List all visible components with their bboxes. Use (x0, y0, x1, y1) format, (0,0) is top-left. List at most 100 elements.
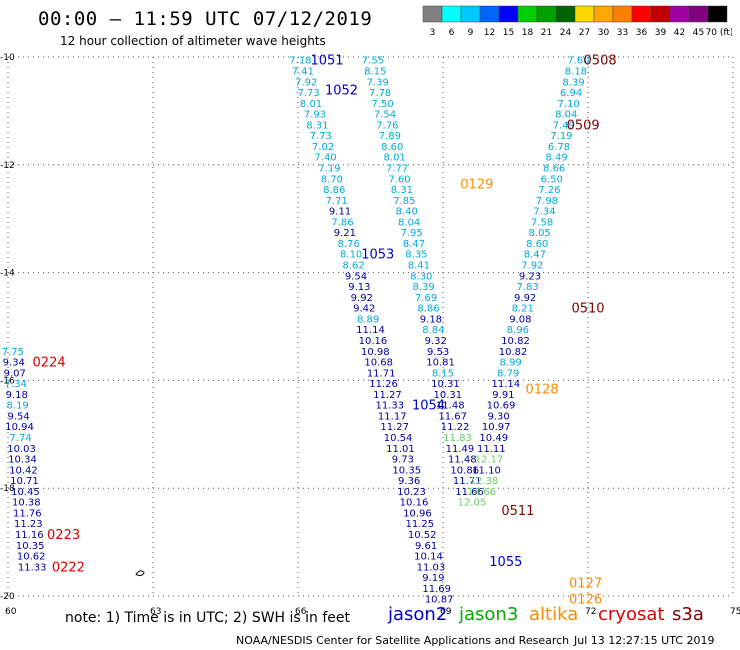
wave-height-value: 9.42 (353, 304, 375, 315)
wave-height-value: 12.17 (475, 455, 504, 466)
wave-height-value: 9.18 (6, 390, 28, 401)
scale-tick-label: 42 (674, 28, 685, 38)
wave-height-value: 8.31 (306, 120, 328, 131)
wave-height-value: 8.47 (524, 250, 546, 261)
wave-height-value: 11.23 (14, 519, 43, 530)
wave-height-value: 8.35 (405, 250, 427, 261)
wave-height-value: 10.16 (359, 336, 388, 347)
wave-height-value: 10.69 (487, 401, 516, 412)
wave-height-value: 7.74 (9, 433, 31, 444)
wave-height-value: 11.17 (378, 411, 407, 422)
track-pass-label: 0223 (47, 528, 80, 543)
wave-height-value: 7.10 (558, 99, 580, 110)
wave-height-value: 8.05 (529, 228, 551, 239)
wave-height-value: 7.77 (386, 163, 408, 174)
wave-height-value: 8.39 (413, 282, 435, 293)
wave-height-value: 10.42 (9, 465, 38, 476)
wave-height-value: 11.10 (472, 465, 501, 476)
wave-height-value: 9.53 (427, 347, 449, 358)
wave-height-value: 10.16 (400, 498, 429, 509)
wave-height-value: 9.21 (334, 228, 356, 239)
wave-height-value: 11.03 (417, 562, 446, 573)
wave-height-value: 7.95 (400, 228, 422, 239)
scale-tick-label: 30 (598, 28, 610, 38)
footer-timestamp: Jul 13 12:27:15 UTC 2019 (574, 634, 715, 647)
wave-height-value: 10.34 (8, 455, 37, 466)
wave-height-value: 11.71 (453, 476, 482, 487)
track-pass-label: 0222 (52, 560, 85, 575)
wave-height-value: 9.36 (398, 476, 420, 487)
wave-height-value: 10.87 (425, 595, 454, 606)
wave-height-value: 10.71 (10, 476, 39, 487)
track-pass-label: 1051 (310, 54, 343, 69)
wave-height-value: 7.89 (379, 131, 401, 142)
wave-height-value: 11.66 (455, 487, 484, 498)
wave-height-value: 11.49 (446, 444, 475, 455)
track-pass-label: 0511 (501, 504, 534, 519)
wave-height-value: 11.26 (369, 379, 398, 390)
wave-height-value: 9.54 (345, 271, 367, 282)
wave-height-value: 11.69 (422, 584, 451, 595)
wave-height-value: 8.79 (497, 368, 519, 379)
track-pass-label: 1055 (489, 555, 522, 570)
wave-height-value: 8.60 (381, 142, 403, 153)
wave-height-value: 10.31 (434, 390, 463, 401)
wave-height-value: 9.92 (351, 293, 373, 304)
wave-height-value: 12.05 (458, 498, 487, 509)
track-pass-label: 0129 (460, 178, 493, 193)
wave-height-value: 7.40 (314, 153, 336, 164)
wave-height-value: 9.08 (509, 314, 531, 325)
wave-height-value: 8.31 (391, 185, 413, 196)
x-tick-label: 69 (440, 607, 452, 617)
wave-height-value: 8.41 (408, 261, 430, 272)
wave-height-value: 10.03 (7, 444, 36, 455)
wave-height-value: 7.34 (533, 207, 555, 218)
wave-height-value: 9.18 (420, 314, 442, 325)
wave-height-value: 7.49 (553, 120, 575, 131)
wave-height-value: 8.21 (512, 304, 534, 315)
wave-height-value: 7.98 (536, 196, 558, 207)
island-outline (135, 570, 145, 577)
wave-height-value: 8.10 (340, 250, 362, 261)
wave-height-value: 7.86 (331, 217, 353, 228)
wave-height-value: 9.54 (8, 411, 30, 422)
wave-height-value: 8.04 (398, 217, 420, 228)
scale-tick-label: 24 (560, 28, 572, 38)
wave-height-value: 7.50 (371, 99, 393, 110)
y-tick-label: -18 (0, 484, 15, 494)
wave-height-value: 11.33 (18, 562, 47, 573)
wave-height-value: 7.60 (567, 56, 589, 67)
legend-cryosat: cryosat (598, 604, 665, 625)
track-pass-label: 1054 (412, 399, 445, 414)
wave-height-value: 10.96 (403, 508, 432, 519)
wave-height-value: 9.30 (487, 411, 509, 422)
wave-height-value: 10.98 (361, 347, 390, 358)
wave-height-value: 8.15 (432, 368, 454, 379)
wave-height-value: 8.66 (543, 163, 565, 174)
scale-tick-label: 39 (655, 28, 667, 38)
wave-height-value: 8.86 (417, 304, 439, 315)
wave-height-value: 9.61 (415, 541, 437, 552)
wave-height-value: 10.35 (392, 465, 421, 476)
wave-height-value: 7.85 (393, 196, 415, 207)
scale-tick-label: 9 (468, 28, 474, 38)
wave-height-value: 7.02 (312, 142, 334, 153)
note-text: note: 1) Time is in UTC; 2) SWH is in fe… (65, 610, 351, 626)
wave-height-value: 7.41 (292, 66, 314, 77)
track-pass-label: 0127 (569, 577, 602, 592)
wave-height-value: 9.11 (329, 207, 351, 218)
wave-height-value: 7.83 (516, 282, 538, 293)
wave-height-value: 11.83 (443, 433, 472, 444)
wave-height-value: 9.32 (425, 336, 447, 347)
color-scale-bar: 3 6 9 12 15 18 21 24 27 30 33 36 39 42 45 70 (ft) (422, 5, 732, 38)
wave-height-value: 12.38 (470, 476, 499, 487)
wave-height-value: 8.04 (555, 110, 577, 121)
wave-height-value: 9.07 (4, 368, 26, 379)
wave-height-value: 8.96 (507, 325, 529, 336)
wave-height-value: 10.81 (426, 358, 455, 369)
wave-height-value: 10.82 (501, 336, 530, 347)
x-tick-label: 72 (585, 607, 596, 617)
wave-height-value: 8.60 (526, 239, 548, 250)
wave-height-value: 8.86 (323, 185, 345, 196)
